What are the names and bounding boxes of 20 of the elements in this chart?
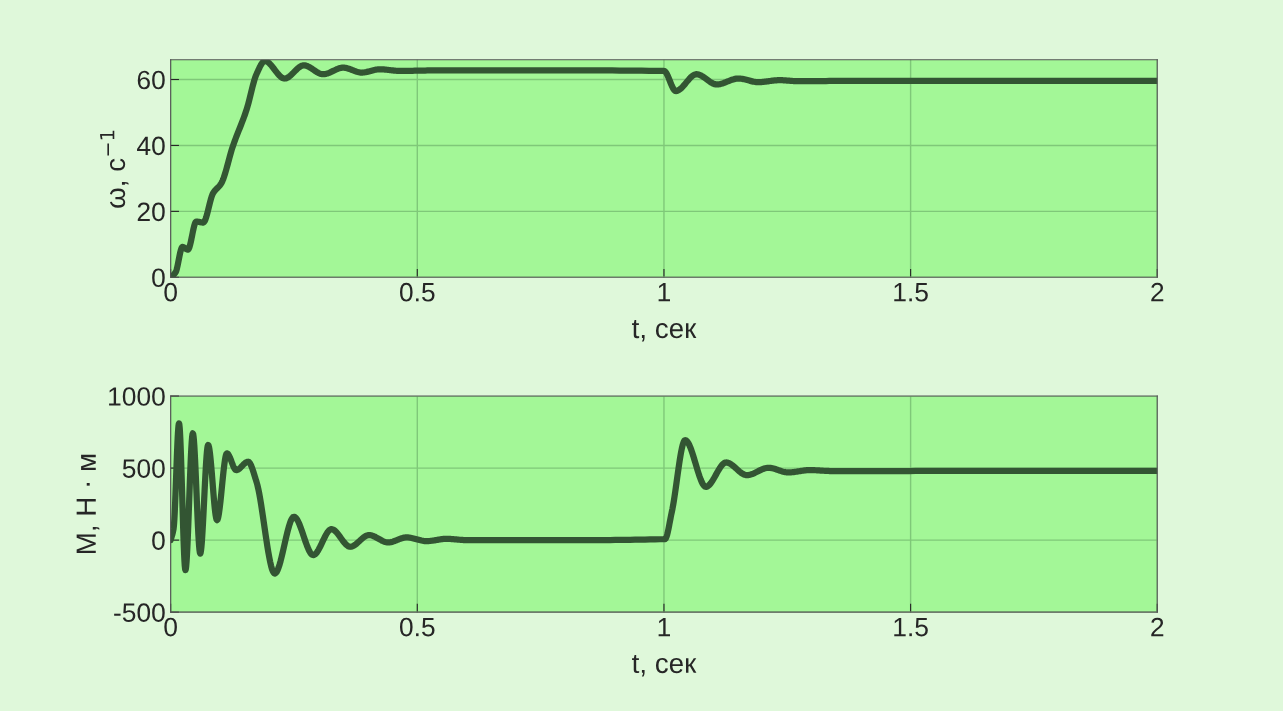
x-tick-label: 0.5	[399, 282, 435, 302]
x-tick-label: 1.5	[894, 283, 928, 302]
y-tick-label: 60	[137, 70, 165, 90]
y-tick-label: 1000	[109, 387, 165, 406]
y-tick-label: 20	[137, 202, 165, 222]
x-tick-label: 0.5	[399, 617, 435, 637]
x-axis-title: t, сек	[632, 320, 697, 342]
y-tick-label: 0	[152, 268, 165, 288]
y-tick-label: 40	[137, 136, 165, 156]
y-tick-label: -500	[114, 603, 165, 622]
y-tick-label: 0	[152, 531, 165, 550]
x-tick-label: 1.5	[894, 618, 928, 637]
y-axis-title: ω, с$^{−1}$	[100, 130, 129, 208]
x-tick-label: 2	[1151, 617, 1164, 637]
y-axis-title: М, Н · м	[76, 454, 100, 554]
y-tick-label: 500	[122, 459, 165, 478]
x-tick-label: 1	[658, 618, 670, 637]
x-tick-label: 2	[1151, 282, 1164, 302]
x-axis-title: t, сек	[632, 654, 697, 677]
x-tick-label: 1	[658, 283, 670, 302]
